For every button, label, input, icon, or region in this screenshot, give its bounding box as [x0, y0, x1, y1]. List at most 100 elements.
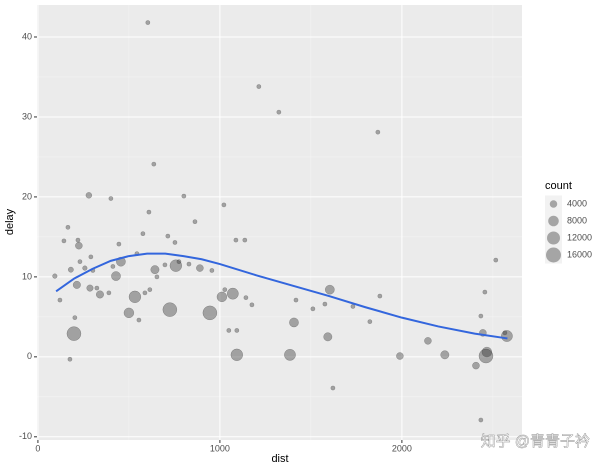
point: [478, 417, 484, 423]
y-tick-label: 40: [22, 31, 32, 41]
point: [111, 271, 121, 281]
point: [88, 254, 94, 260]
watermark: 知乎 @青青子衿: [481, 433, 590, 450]
y-tick-label: -10: [19, 431, 32, 441]
point: [330, 385, 336, 391]
legend-label: 16000: [567, 249, 592, 259]
point: [196, 264, 204, 272]
point: [242, 237, 248, 243]
y-tick-label: 20: [22, 191, 32, 201]
legend-key: [545, 229, 562, 247]
point: [65, 224, 71, 230]
point: [323, 332, 333, 342]
legend-symbol: [548, 215, 559, 227]
x-tick-label: 2000: [392, 443, 412, 453]
point: [116, 241, 122, 247]
point: [154, 274, 160, 280]
point: [367, 319, 373, 324]
point: [106, 290, 112, 296]
point: [256, 84, 262, 89]
point: [136, 317, 142, 323]
point: [162, 262, 168, 268]
point: [147, 287, 153, 292]
point: [77, 259, 83, 264]
point: [249, 302, 255, 308]
point: [94, 285, 100, 291]
point: [86, 284, 94, 292]
point: [226, 287, 239, 300]
point: [186, 261, 192, 267]
point: [151, 161, 157, 167]
point: [478, 313, 484, 319]
point: [108, 196, 114, 201]
point: [284, 348, 296, 361]
point: [145, 20, 151, 25]
legend-symbol: [549, 200, 558, 208]
legend-title: count: [545, 180, 572, 192]
point: [230, 348, 244, 362]
point: [226, 328, 232, 333]
legend-key: [545, 212, 562, 230]
point: [192, 219, 198, 225]
point: [216, 291, 228, 303]
point: [66, 326, 82, 341]
point: [67, 266, 74, 273]
point: [172, 240, 178, 245]
point: [85, 192, 93, 199]
y-tick-label: 30: [22, 111, 32, 121]
legend-label: 4000: [567, 198, 587, 208]
point: [222, 287, 228, 292]
point: [322, 301, 328, 307]
point: [310, 306, 316, 312]
point: [350, 304, 356, 309]
legend-label: 8000: [567, 215, 587, 225]
point: [181, 193, 187, 199]
point: [424, 337, 432, 345]
point: [61, 238, 67, 244]
point: [165, 233, 171, 239]
point: [128, 290, 142, 304]
legend-symbol: [547, 231, 560, 245]
point: [95, 290, 104, 299]
point: [176, 259, 182, 264]
point: [501, 330, 513, 342]
point: [150, 265, 160, 275]
point: [482, 289, 488, 295]
point: [72, 315, 78, 320]
point: [440, 350, 450, 360]
y-tick-label: 0: [27, 351, 32, 361]
legend-label: 12000: [567, 232, 592, 242]
point: [140, 231, 146, 236]
point: [142, 290, 148, 296]
point: [110, 264, 116, 269]
point: [75, 237, 81, 243]
point: [289, 317, 299, 328]
point: [52, 273, 58, 279]
point: [202, 305, 218, 321]
panel: [37, 5, 522, 440]
x-axis-label: dist: [271, 453, 288, 465]
point: [75, 241, 83, 250]
point: [324, 284, 335, 295]
point: [481, 346, 493, 358]
point: [478, 348, 494, 364]
point: [377, 293, 383, 299]
point: [233, 237, 239, 243]
legend-symbol: [546, 247, 561, 263]
point: [276, 109, 282, 115]
y-tick-label: 10: [22, 271, 32, 281]
point: [162, 302, 178, 317]
point: [67, 356, 73, 362]
smooth-line: [55, 252, 508, 340]
point: [57, 297, 63, 303]
point: [146, 209, 152, 215]
point: [396, 352, 404, 360]
point: [221, 202, 227, 208]
point: [234, 328, 240, 333]
point: [502, 330, 508, 336]
point: [123, 307, 135, 319]
x-tick-label: 0: [35, 443, 40, 453]
y-axis-label: delay: [4, 208, 16, 235]
point: [293, 297, 299, 303]
